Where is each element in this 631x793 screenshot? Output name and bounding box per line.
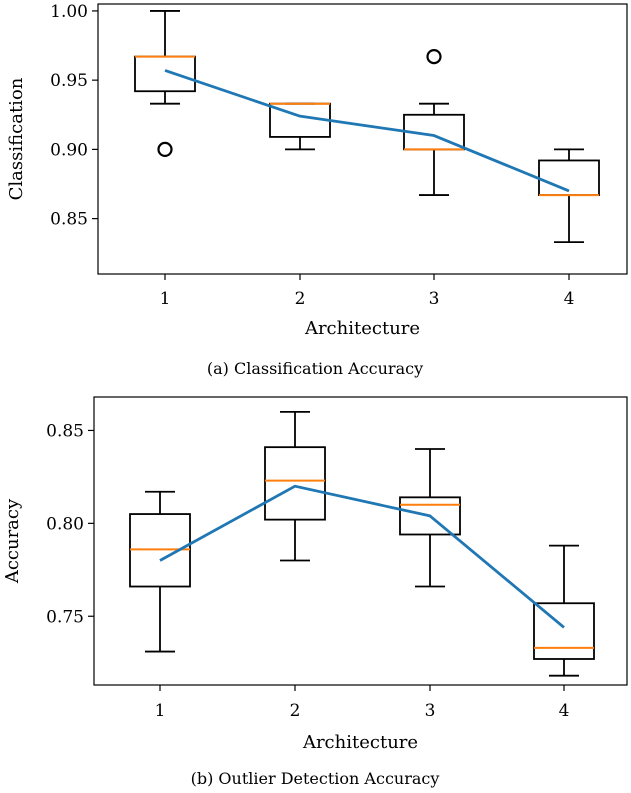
box-4 (533, 544, 595, 677)
x-tick-label: 1 (160, 289, 171, 309)
y-tick-label: 0.95 (50, 71, 88, 91)
y-tick-label: 0.90 (50, 140, 88, 160)
outlier-point (157, 141, 173, 157)
iqr-box (264, 446, 326, 521)
x-axis-label: Architecture (304, 318, 420, 339)
y-tick-label: 0.85 (46, 421, 84, 441)
chart-1: 0.85 0.90 0.95 1.00 1 2 3 4 Architecture Classifi… (6, 2, 628, 378)
x-tick-label: 2 (295, 289, 306, 309)
mean-line (159, 484, 565, 629)
x-tick-label: 2 (290, 701, 301, 721)
y-tick-label: 0.80 (46, 514, 84, 534)
iqr-box (134, 55, 196, 93)
y-axis-label: Classification (6, 77, 27, 200)
x-axis-label: Architecture (302, 732, 418, 753)
y-tick-label: 0.75 (46, 607, 84, 627)
box-4 (538, 148, 600, 244)
plot-frame (93, 396, 628, 686)
x-tick-label: 4 (564, 289, 575, 309)
chart-caption: (a) Classification Accuracy (207, 359, 423, 378)
box-1 (134, 10, 196, 157)
y-tick-label: 1.00 (50, 2, 88, 22)
box-3 (399, 448, 461, 588)
y-tick-label: 0.85 (50, 210, 88, 230)
box-2 (264, 410, 326, 562)
chart-caption: (b) Outlier Detection Accuracy (191, 769, 440, 788)
x-tick-label: 1 (155, 701, 166, 721)
iqr-box (399, 496, 461, 536)
box-2 (269, 102, 331, 151)
chart-2: 0.75 0.80 0.85 1 2 3 4 Architecture Accuracy (b) … (2, 396, 628, 788)
x-tick-label: 3 (425, 701, 436, 721)
x-tick-label: 3 (429, 289, 440, 309)
x-tick-label: 4 (559, 701, 570, 721)
box-1 (129, 490, 191, 653)
plot-frame (97, 3, 628, 275)
mean-line (164, 69, 570, 193)
y-axis-label: Accuracy (2, 498, 23, 584)
iqr-box (533, 602, 595, 660)
box-3 (403, 49, 465, 196)
outlier-point (426, 49, 442, 65)
